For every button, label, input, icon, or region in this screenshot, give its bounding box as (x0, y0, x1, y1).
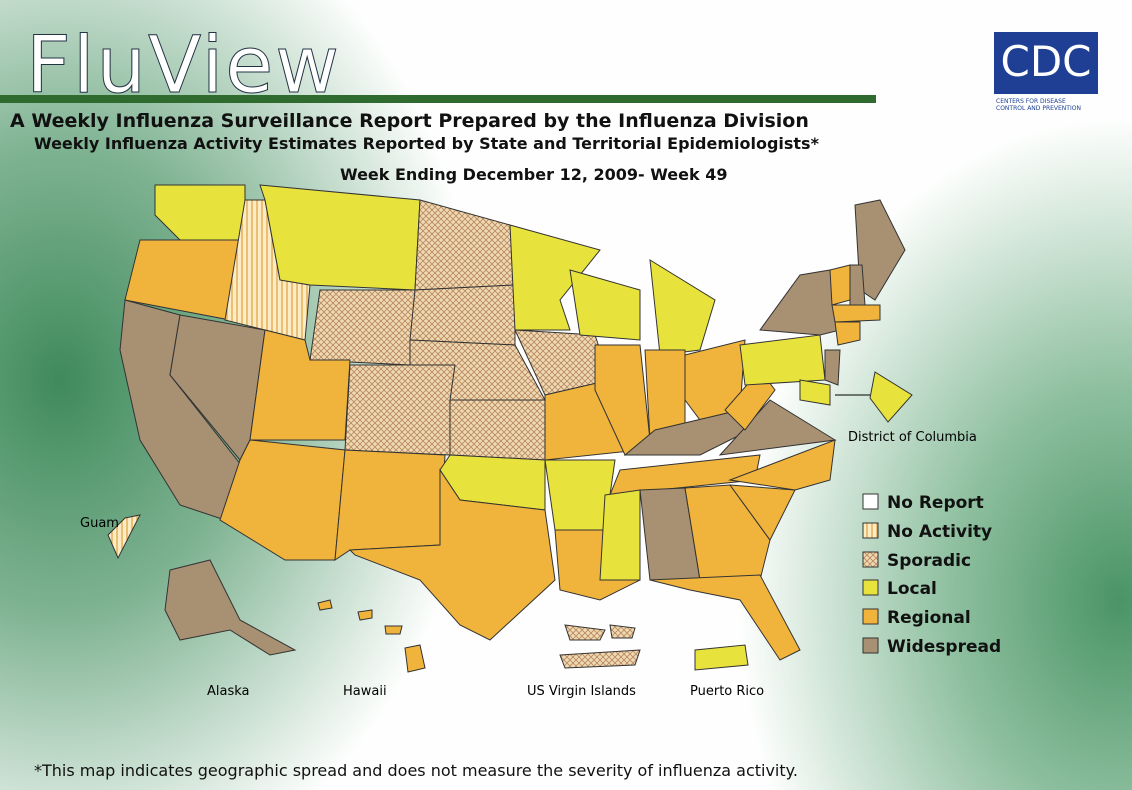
footnote: *This map indicates geographic spread an… (34, 761, 798, 780)
week: Week Ending December 12, 2009- Week 49 (340, 165, 727, 184)
map-label: Hawaii (343, 684, 387, 699)
logo-caption: Control and Prevention (996, 105, 1081, 112)
legend-label: Regional (887, 608, 971, 628)
cdc-logo: CDC Centers for Disease Control and Prev… (994, 32, 1098, 112)
legend-label: No Report (887, 493, 984, 513)
legend-label: Local (887, 579, 937, 599)
subtitle: A Weekly Influenza Surveillance Report P… (10, 110, 809, 132)
us-map (107, 184, 913, 673)
map-label: Puerto Rico (690, 684, 764, 699)
legend-label: Widespread (887, 637, 1001, 657)
subtitle2: Weekly Influenza Activity Estimates Repo… (34, 134, 820, 153)
map-label: Guam (80, 516, 119, 531)
map-label: US Virgin Islands (527, 684, 636, 699)
map-label: Alaska (207, 684, 250, 699)
legend: No Report No Activity Sporadic Local Reg… (862, 493, 1001, 657)
legend-label: Sporadic (887, 551, 971, 571)
logo-caption: Centers for Disease (996, 98, 1066, 105)
logo-text: CDC (1001, 37, 1092, 86)
title-bar (0, 95, 876, 103)
map-label: District of Columbia (848, 430, 977, 445)
legend-label: No Activity (887, 522, 992, 542)
